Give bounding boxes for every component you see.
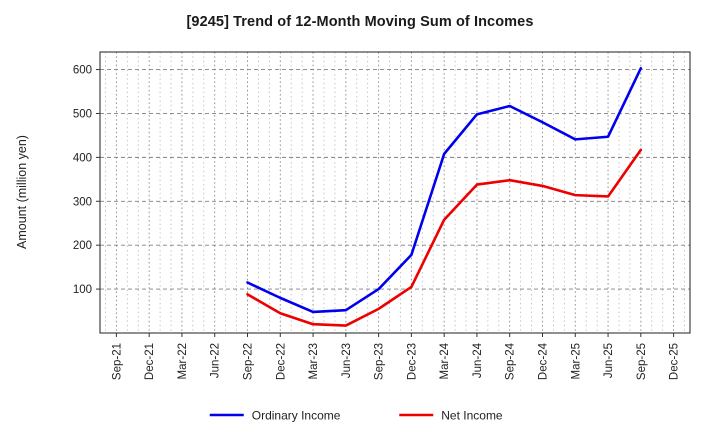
svg-text:500: 500 <box>73 108 92 120</box>
svg-text:Jun-23: Jun-23 <box>341 343 353 378</box>
legend-label-0: Ordinary Income <box>252 409 341 423</box>
legend-label-1: Net Income <box>441 409 503 423</box>
svg-text:Mar-22: Mar-22 <box>177 343 189 379</box>
gridlines <box>100 52 690 333</box>
svg-text:Mar-25: Mar-25 <box>570 343 582 379</box>
svg-text:Jun-24: Jun-24 <box>472 342 484 378</box>
svg-text:Dec-22: Dec-22 <box>275 343 287 380</box>
series-line-1 <box>246 148 643 327</box>
svg-text:300: 300 <box>73 196 92 208</box>
svg-text:Dec-21: Dec-21 <box>144 343 156 380</box>
svg-text:400: 400 <box>73 152 92 164</box>
svg-text:Sep-23: Sep-23 <box>374 343 386 380</box>
y-axis-ticks: 100 200 300 400 500 600 <box>73 65 92 297</box>
svg-text:Jun-25: Jun-25 <box>603 343 615 378</box>
plot-frame <box>96 51 691 337</box>
chart-title: [9245] Trend of 12-Month Moving Sum of I… <box>186 14 534 30</box>
data-series-layer <box>246 66 643 327</box>
svg-text:Mar-24: Mar-24 <box>439 342 451 379</box>
svg-text:Mar-23: Mar-23 <box>308 343 320 379</box>
svg-text:Jun-22: Jun-22 <box>210 343 222 378</box>
svg-text:Sep-25: Sep-25 <box>636 343 648 380</box>
svg-text:Dec-25: Dec-25 <box>669 343 681 380</box>
svg-text:Sep-24: Sep-24 <box>505 342 517 380</box>
svg-text:Sep-21: Sep-21 <box>111 343 123 380</box>
svg-text:Dec-24: Dec-24 <box>538 342 550 380</box>
svg-text:600: 600 <box>73 65 92 77</box>
x-axis-ticks: Sep-21 Dec-21 Mar-22 Jun-22 Sep-22 Dec-22 Mar-… <box>111 342 680 380</box>
chart-legend: Ordinary Income Net Income <box>209 409 503 423</box>
series-line-0 <box>246 66 643 314</box>
svg-text:100: 100 <box>73 284 92 296</box>
svg-text:Dec-23: Dec-23 <box>406 343 418 380</box>
svg-text:200: 200 <box>73 240 92 252</box>
svg-text:Sep-22: Sep-22 <box>243 343 255 380</box>
